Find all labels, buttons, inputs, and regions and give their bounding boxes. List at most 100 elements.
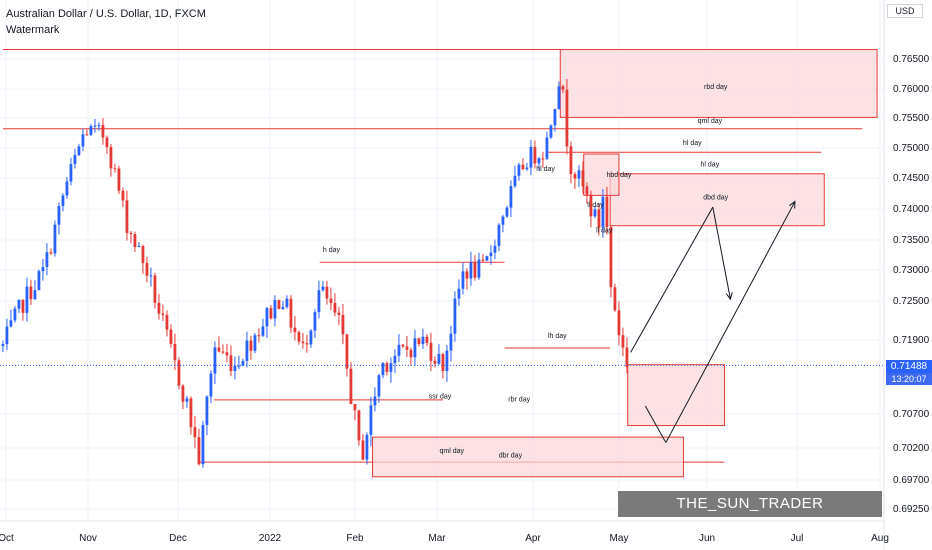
candle-body xyxy=(593,209,597,217)
candle-body xyxy=(149,275,153,277)
candle-body xyxy=(81,134,85,147)
candle-body xyxy=(389,363,393,372)
candle-body xyxy=(153,275,157,303)
candle-body xyxy=(477,259,481,278)
indicator-label: Watermark xyxy=(6,24,60,36)
candle-body xyxy=(101,124,105,138)
candle-body xyxy=(433,360,437,364)
candle-body xyxy=(205,396,209,425)
candle-body xyxy=(141,246,145,263)
candle-body xyxy=(417,338,421,345)
time-tick-label: Dec xyxy=(169,533,187,544)
candle-body xyxy=(409,349,413,358)
candle-body xyxy=(301,341,305,344)
candle-body xyxy=(405,346,409,350)
candle-body xyxy=(317,290,321,313)
candle-body xyxy=(233,365,237,371)
candle-body xyxy=(549,125,553,138)
candle-body xyxy=(181,385,185,402)
candle-body xyxy=(509,186,513,208)
candle-body xyxy=(625,347,629,368)
candle-body xyxy=(381,363,385,376)
candle-body xyxy=(61,195,65,207)
candle-body xyxy=(189,398,193,428)
candle-body xyxy=(89,126,93,135)
candle-body xyxy=(229,355,233,371)
zone-label: hl day xyxy=(536,166,555,173)
zone-label: ll day xyxy=(587,202,604,209)
candle-body xyxy=(609,226,613,288)
candle-body xyxy=(577,170,581,179)
candle-body xyxy=(457,288,461,299)
price-tick-label: 0.70700 xyxy=(893,409,930,420)
candle-body xyxy=(517,164,521,176)
time-tick-label: Jul xyxy=(791,533,804,544)
candle-body xyxy=(285,298,289,307)
time-tick-label: Oct xyxy=(0,533,14,544)
candle-body xyxy=(117,168,121,191)
zone-label: qml day xyxy=(698,118,723,125)
price-tick-label: 0.73000 xyxy=(893,265,930,276)
candle-body xyxy=(173,343,177,361)
time-tick-label: May xyxy=(610,533,629,544)
time-tick-label: 2022 xyxy=(259,533,282,544)
candle-body xyxy=(617,310,621,336)
zone-label: ll day xyxy=(596,228,613,235)
time-tick-label: Aug xyxy=(871,533,889,544)
candle-body xyxy=(133,234,137,248)
candle-body xyxy=(105,137,109,148)
projection-line xyxy=(644,405,667,443)
candle-body xyxy=(397,344,401,356)
currency-box[interactable]: USD xyxy=(887,4,923,18)
candle-body xyxy=(581,170,585,187)
zone-label: lh day xyxy=(548,333,567,340)
candle-body xyxy=(453,298,457,334)
candle-body xyxy=(525,167,529,170)
candle-body xyxy=(393,355,397,364)
candle-body xyxy=(157,302,161,314)
candle-body xyxy=(557,86,561,110)
candle-body xyxy=(137,246,141,248)
candle-body xyxy=(333,303,337,313)
candle-body xyxy=(329,298,333,304)
candle-body xyxy=(553,109,557,126)
time-tick-label: Jun xyxy=(699,533,715,544)
projection-line xyxy=(665,201,796,443)
symbol-title[interactable]: Australian Dollar / U.S. Dollar, 1D, FXC… xyxy=(6,8,206,20)
candle-body xyxy=(601,196,605,228)
candle-body xyxy=(1,344,5,347)
countdown-badge: 13:20:07 xyxy=(886,373,932,385)
candle-body xyxy=(321,286,325,291)
candle-body xyxy=(313,312,317,331)
candle-body xyxy=(129,232,133,235)
candle-body xyxy=(429,342,433,361)
candle-body xyxy=(245,340,249,361)
candle-body xyxy=(449,333,453,351)
candle-body xyxy=(573,174,577,179)
candle-body xyxy=(289,298,293,328)
candle-body xyxy=(57,206,61,225)
candle-body xyxy=(613,287,617,311)
candle-body xyxy=(445,350,449,371)
candle-body xyxy=(209,373,213,397)
price-tick-label: 0.73500 xyxy=(893,235,930,246)
candle-body xyxy=(561,86,565,90)
price-tick-label: 0.71900 xyxy=(893,335,930,346)
time-tick-label: Feb xyxy=(346,533,364,544)
time-axis[interactable]: Oct Nov Dec 2022 Feb Mar Apr May Jun Jul Aug xyxy=(0,520,889,544)
zone-label: rbr day xyxy=(508,397,530,404)
arrow-head-icon xyxy=(725,292,733,301)
candle-body xyxy=(21,299,25,313)
candle-body xyxy=(185,398,189,402)
candle-body xyxy=(85,134,89,136)
candle-body xyxy=(161,313,165,316)
price-axis[interactable]: 0.69250 0.69700 0.70200 0.70700 0.71900 0.725… xyxy=(883,0,930,550)
candle-body xyxy=(109,147,113,169)
candle-body xyxy=(589,194,593,217)
candle-body xyxy=(353,403,357,411)
candle-body xyxy=(261,326,265,336)
candle-body xyxy=(533,146,537,164)
zone-label: hl day xyxy=(683,140,702,147)
candle-body xyxy=(421,336,425,345)
